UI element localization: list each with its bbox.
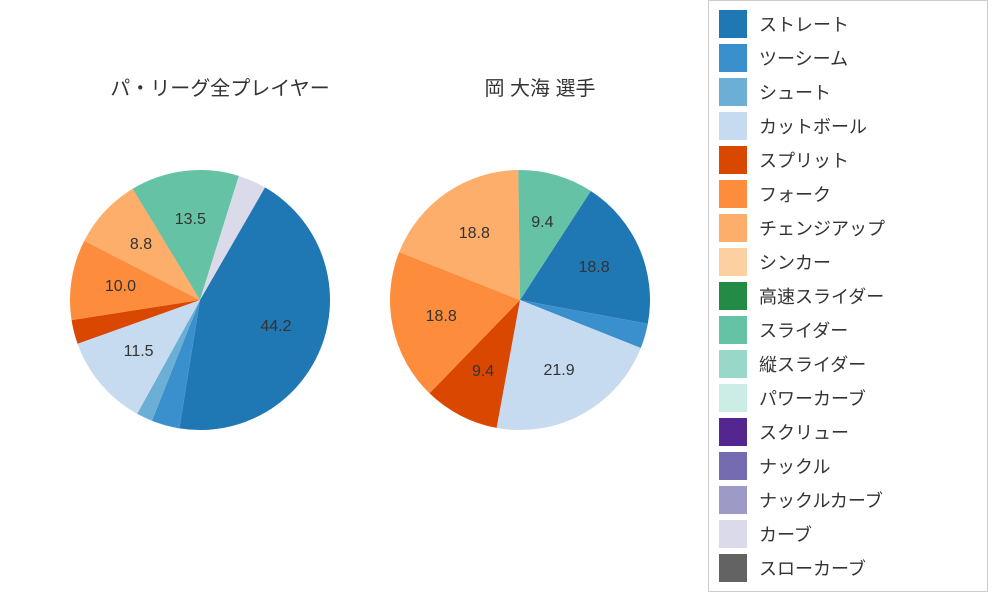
legend-swatch xyxy=(719,180,747,208)
legend-item: 高速スライダー xyxy=(719,279,977,313)
legend-label: 縦スライダー xyxy=(759,351,866,377)
legend-label: シンカー xyxy=(759,249,831,275)
legend-item: スローカーブ xyxy=(719,551,977,585)
pie-svg xyxy=(390,170,650,430)
chart-stage: パ・リーグ全プレイヤー 岡 大海 選手 44.211.510.08.813.5 … xyxy=(0,0,1000,600)
legend-swatch xyxy=(719,282,747,310)
pie-svg xyxy=(70,170,330,430)
legend-item: フォーク xyxy=(719,177,977,211)
legend-label: スローカーブ xyxy=(759,555,866,581)
legend-item: カットボール xyxy=(719,109,977,143)
legend-item: スライダー xyxy=(719,313,977,347)
legend-item: シンカー xyxy=(719,245,977,279)
legend-label: シュート xyxy=(759,79,831,105)
legend-label: 高速スライダー xyxy=(759,283,884,309)
legend-swatch xyxy=(719,418,747,446)
legend-swatch xyxy=(719,350,747,378)
legend-swatch xyxy=(719,146,747,174)
legend-swatch xyxy=(719,384,747,412)
legend-item: チェンジアップ xyxy=(719,211,977,245)
legend-swatch xyxy=(719,214,747,242)
legend-label: ツーシーム xyxy=(759,45,848,71)
legend-swatch xyxy=(719,452,747,480)
chart-title-player: 岡 大海 選手 xyxy=(390,72,690,101)
pie-chart-league: 44.211.510.08.813.5 xyxy=(70,170,330,430)
pie-chart-player: 18.821.99.418.818.89.4 xyxy=(390,170,650,430)
legend-item: スプリット xyxy=(719,143,977,177)
legend-label: ナックルカーブ xyxy=(759,487,883,513)
legend-swatch xyxy=(719,112,747,140)
legend-item: ナックル xyxy=(719,449,977,483)
legend-swatch xyxy=(719,486,747,514)
legend-swatch xyxy=(719,78,747,106)
legend-swatch xyxy=(719,316,747,344)
chart-title-league: パ・リーグ全プレイヤー xyxy=(70,72,370,101)
legend-label: カットボール xyxy=(759,113,867,139)
legend-label: チェンジアップ xyxy=(759,215,885,241)
legend: ストレートツーシームシュートカットボールスプリットフォークチェンジアップシンカー… xyxy=(708,0,988,592)
legend-label: カーブ xyxy=(759,521,812,547)
legend-item: ストレート xyxy=(719,7,977,41)
legend-label: スクリュー xyxy=(759,419,849,445)
legend-swatch xyxy=(719,554,747,582)
legend-item: カーブ xyxy=(719,517,977,551)
legend-item: 縦スライダー xyxy=(719,347,977,381)
legend-swatch xyxy=(719,10,747,38)
legend-item: ナックルカーブ xyxy=(719,483,977,517)
legend-swatch xyxy=(719,44,747,72)
legend-label: フォーク xyxy=(759,181,831,207)
legend-swatch xyxy=(719,520,747,548)
legend-label: スプリット xyxy=(759,147,849,173)
legend-label: ストレート xyxy=(759,11,849,37)
legend-item: パワーカーブ xyxy=(719,381,977,415)
legend-label: ナックル xyxy=(759,453,830,479)
legend-label: スライダー xyxy=(759,317,848,343)
legend-item: スクリュー xyxy=(719,415,977,449)
legend-item: シュート xyxy=(719,75,977,109)
legend-label: パワーカーブ xyxy=(759,385,866,411)
legend-swatch xyxy=(719,248,747,276)
legend-item: ツーシーム xyxy=(719,41,977,75)
